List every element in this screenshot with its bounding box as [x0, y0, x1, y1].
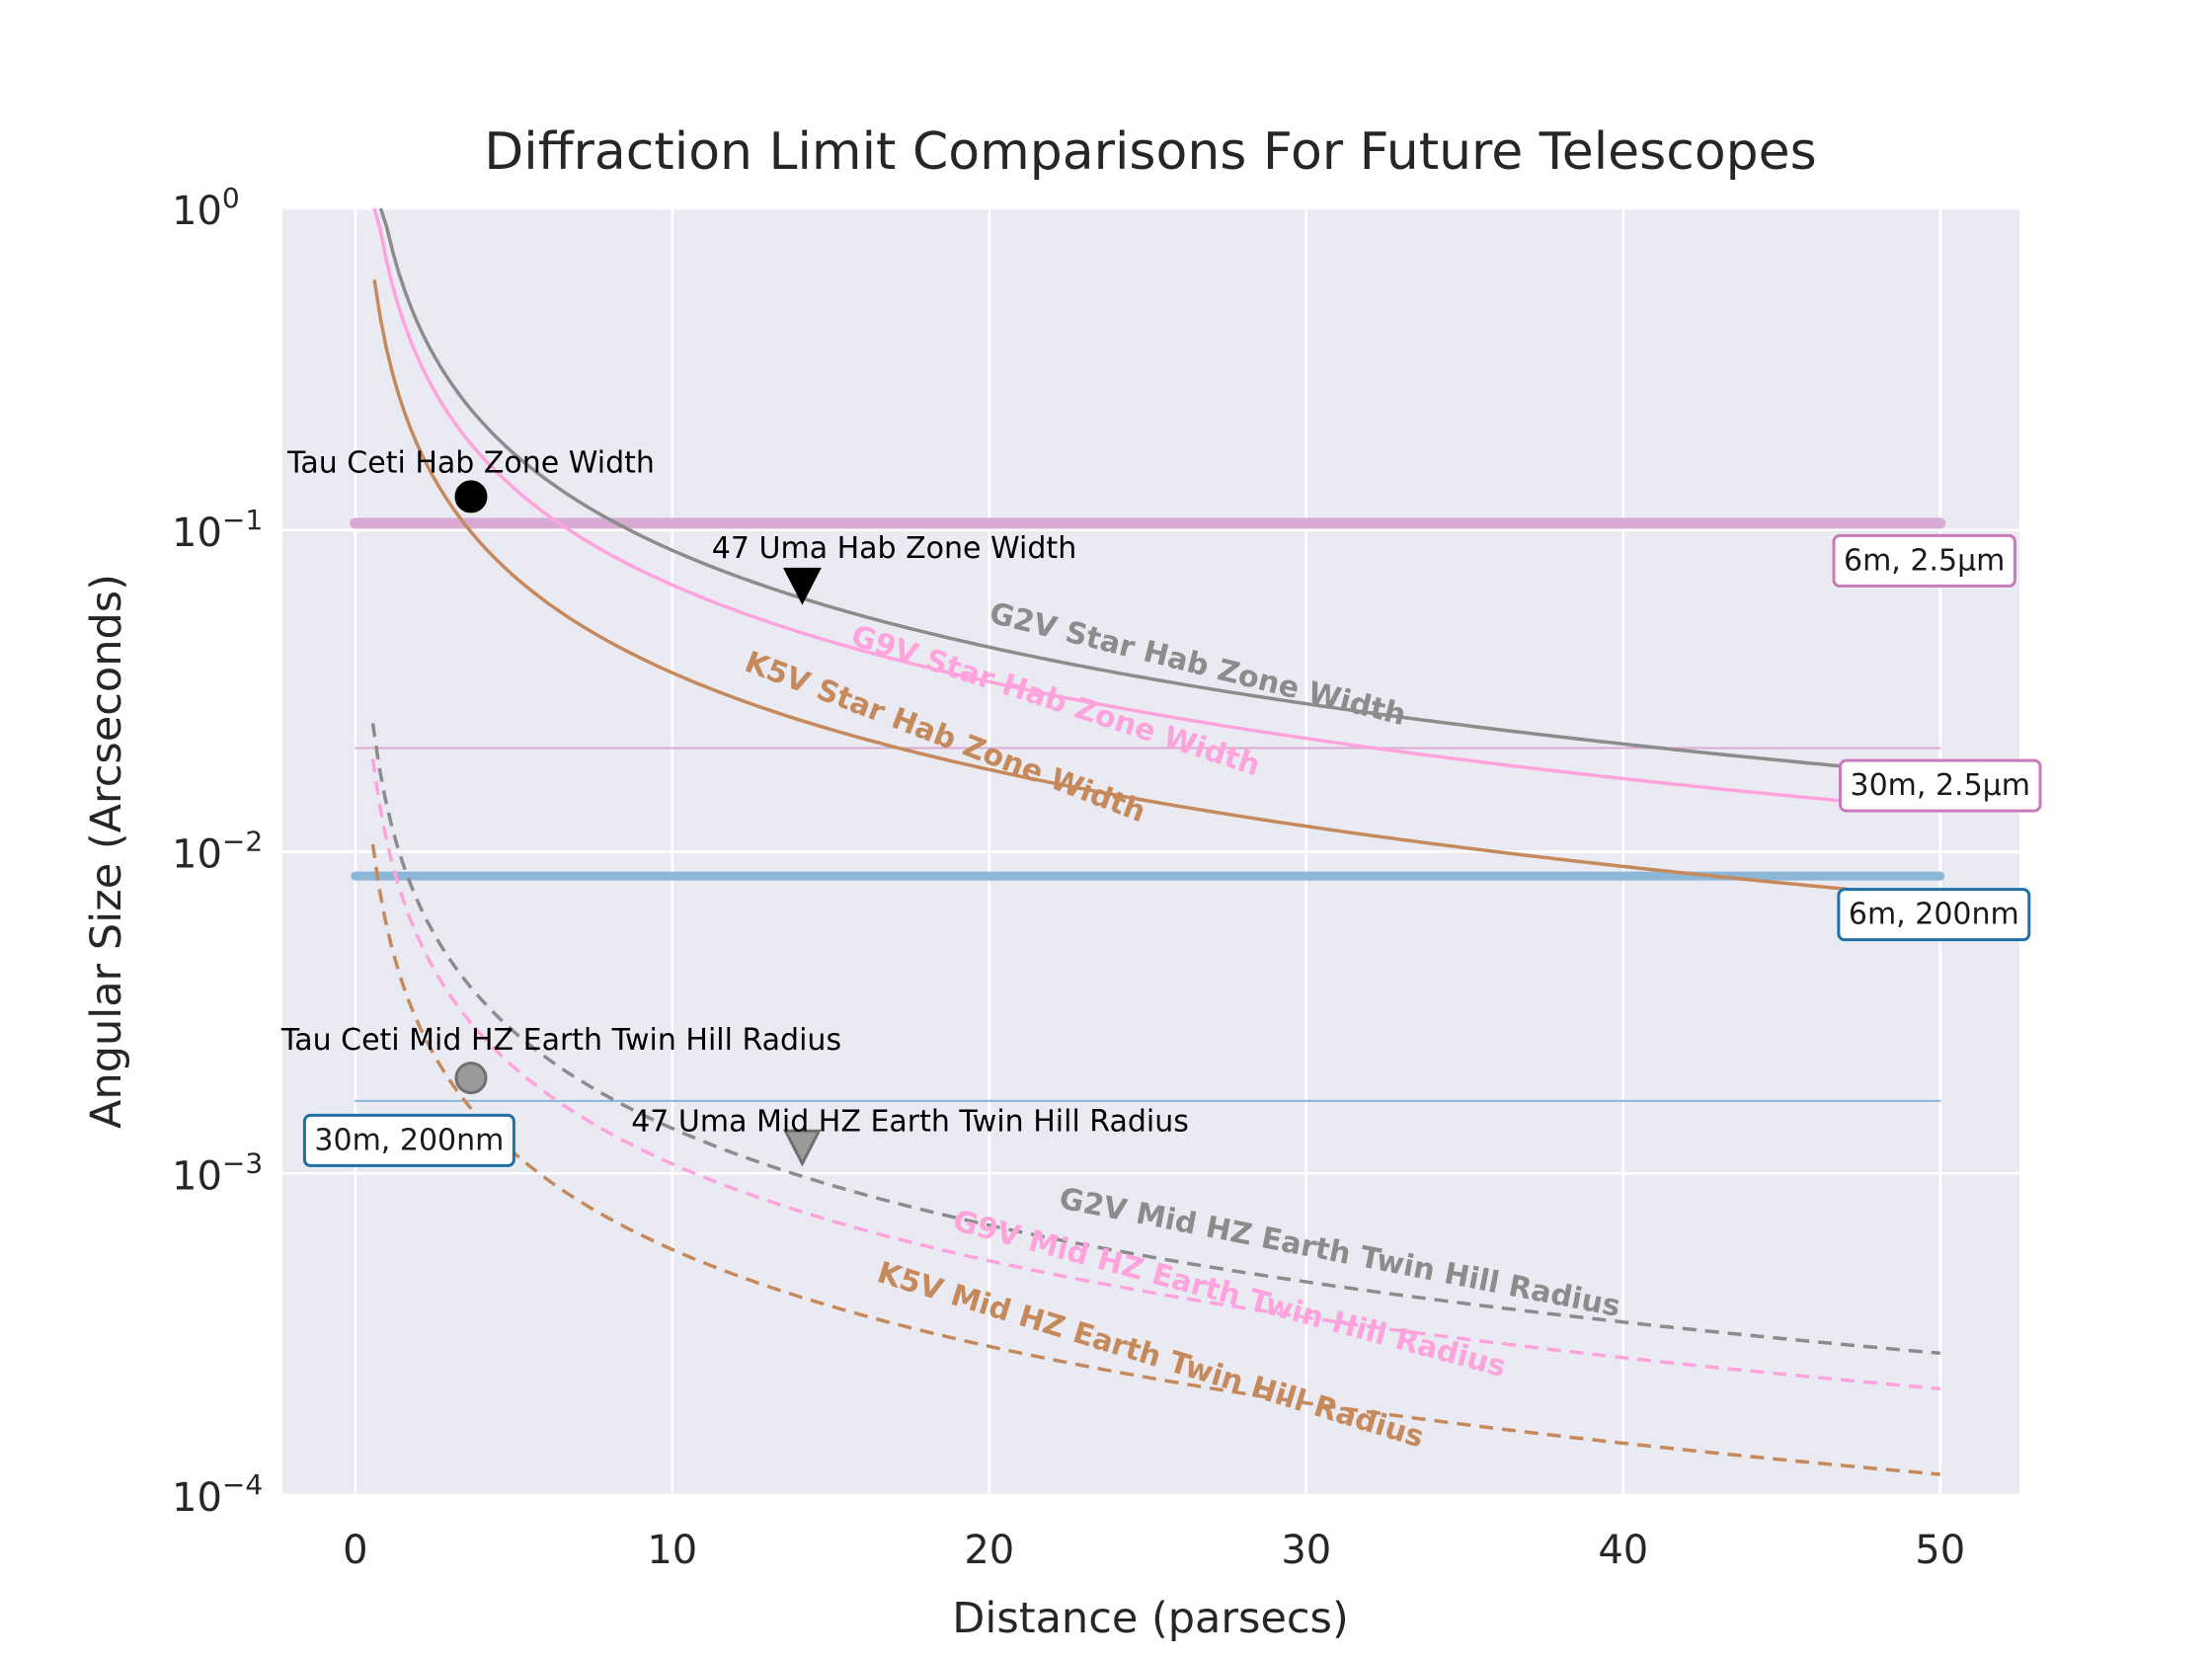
- curve-k5v-star-hab-zone-width: [372, 279, 1940, 900]
- ref-label-6m-2-5-m: 6m, 2.5μm: [1844, 543, 2005, 578]
- y-tick-label: 10−4: [172, 1468, 263, 1521]
- marker-47-uma-hab-zone-width: [782, 567, 822, 605]
- ref-label-box-6m-2-5-m: 6m, 2.5μm: [1832, 533, 2016, 588]
- y-tick-label: 100: [172, 182, 240, 234]
- ref-label-frame: [1839, 758, 2042, 813]
- curves: [370, 207, 1940, 1476]
- ref-label-frame: [302, 1113, 515, 1167]
- y-tick-label: 10−1: [172, 504, 263, 556]
- y-axis-label: Angular Size (Arcseconds): [82, 574, 131, 1129]
- marker-label-tau-ceti-mid-hz-earth-twin-hill-radius: Tau Ceti Mid HZ Earth Twin Hill Radius: [280, 1023, 841, 1058]
- markers: [454, 480, 822, 1167]
- ref-label-box-30m-200nm: 30m, 200nm: [302, 1113, 515, 1167]
- y-tick-label: 10−2: [172, 826, 263, 878]
- marker-label-tau-ceti-hab-zone-width: Tau Ceti Hab Zone Width: [286, 446, 655, 481]
- x-tick-label: 40: [1598, 1528, 1648, 1573]
- ref-label-6m-200nm: 6m, 200nm: [1849, 898, 2019, 932]
- marker-tau-ceti-mid-hz-earth-twin-hill-radius: [454, 1062, 488, 1095]
- ref-label-30m-200nm: 30m, 200nm: [314, 1123, 504, 1157]
- curve-g2v-star-hab-zone-width: [378, 207, 1940, 777]
- ref-label-box-6m-200nm: 6m, 200nm: [1837, 888, 2031, 942]
- x-tick-label: 0: [343, 1528, 367, 1573]
- y-tick-label: 10−3: [172, 1146, 263, 1199]
- ref-label-box-30m-2-5-m: 30m, 2.5μm: [1839, 758, 2042, 813]
- marker-label-47-uma-mid-hz-earth-twin-hill-radius: 47 Uma Mid HZ Earth Twin Hill Radius: [631, 1105, 1189, 1140]
- x-axis-label: Distance (parsecs): [952, 1594, 1348, 1643]
- x-tick-label: 30: [1281, 1528, 1331, 1573]
- marker-label-47-uma-hab-zone-width: 47 Uma Hab Zone Width: [712, 531, 1076, 566]
- x-tick-label: 10: [647, 1528, 697, 1573]
- x-tick-label: 50: [1915, 1528, 1965, 1573]
- ref-label-frame: [1832, 533, 2016, 588]
- curve-g9v-star-hab-zone-width: [372, 207, 1940, 812]
- marker-tau-ceti-hab-zone-width: [454, 480, 488, 514]
- chart-title: Diffraction Limit Comparisons For Future…: [484, 122, 1817, 182]
- x-tick-label: 20: [964, 1528, 1014, 1573]
- ref-label-30m-2-5-m: 30m, 2.5μm: [1851, 768, 2031, 803]
- marker-47-uma-mid-hz-earth-twin-hill-radius: [782, 1129, 822, 1167]
- ref-label-frame: [1837, 888, 2031, 942]
- axes: 0 10 20 30 40 50 100 10−1 10−2 10−3 10−4: [172, 182, 1965, 1573]
